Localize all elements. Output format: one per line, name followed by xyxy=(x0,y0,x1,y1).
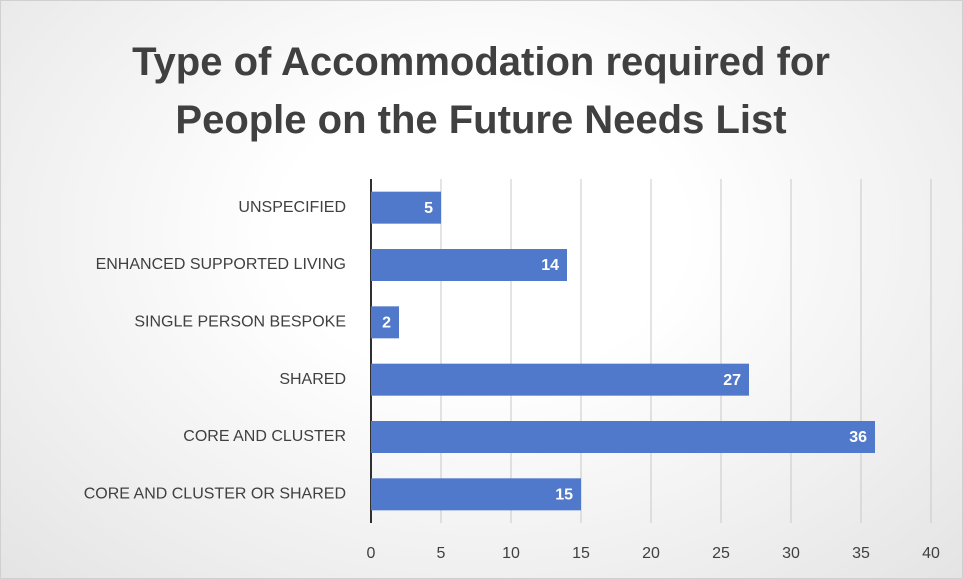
x-tick-label: 5 xyxy=(437,545,446,562)
y-tick-label: SHARED xyxy=(279,371,346,388)
x-tick-label: 20 xyxy=(642,545,660,562)
chart-title: Type of Accommodation required for Peopl… xyxy=(132,40,830,142)
x-tick-label: 30 xyxy=(782,545,800,562)
y-tick-label: ENHANCED SUPPORTED LIVING xyxy=(96,256,346,273)
x-tick-label: 40 xyxy=(922,545,940,562)
bar xyxy=(371,306,399,339)
value-label: 2 xyxy=(382,315,391,332)
y-tick-label: UNSPECIFIED xyxy=(238,199,346,216)
bar xyxy=(371,191,441,224)
bar xyxy=(371,478,581,511)
bar xyxy=(371,421,875,453)
x-tick-label: 15 xyxy=(572,545,590,562)
x-tick-label: 25 xyxy=(712,545,730,562)
value-label: 5 xyxy=(424,200,433,217)
x-tick-label: 10 xyxy=(502,545,520,562)
bar xyxy=(371,363,749,396)
y-tick-label: CORE AND CLUSTER OR SHARED xyxy=(84,486,346,503)
value-label: 36 xyxy=(849,429,867,446)
bar xyxy=(371,249,567,281)
y-tick-label: SINGLE PERSON BESPOKE xyxy=(134,314,346,331)
y-tick-label: CORE AND CLUSTER xyxy=(183,428,346,445)
x-tick-label: 35 xyxy=(852,545,870,562)
x-tick-label: 0 xyxy=(367,545,376,562)
value-label: 14 xyxy=(541,257,559,274)
value-label: 27 xyxy=(723,372,741,389)
value-label: 15 xyxy=(555,487,573,504)
